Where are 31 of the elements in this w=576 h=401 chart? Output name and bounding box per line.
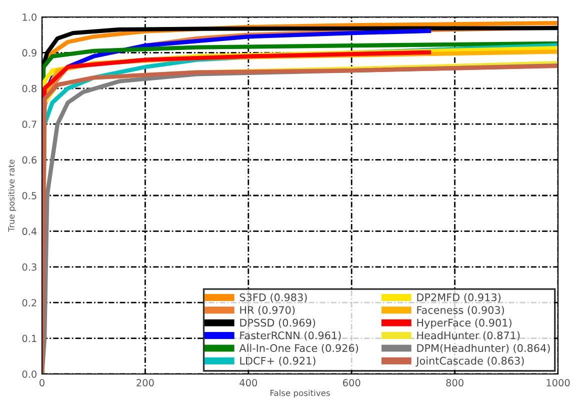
y-tick-label: 0.4 — [22, 228, 37, 236]
y-tick-label: 0.7 — [22, 120, 36, 128]
legend-label: HR (0.970) — [240, 306, 295, 316]
legend-label: FasterRCNN (0.961) — [240, 331, 341, 341]
legend-label: HeadHunter (0.871) — [417, 331, 520, 341]
y-tick-label: 0.0 — [22, 370, 36, 378]
y-tick-label: 0.6 — [22, 156, 37, 164]
x-axis-title: False positives — [270, 390, 330, 398]
y-axis-title: True positive rate — [8, 160, 16, 232]
legend-label: All-In-One Face (0.926) — [239, 344, 358, 354]
y-tick-label: 1.0 — [22, 13, 36, 21]
x-tick-label: 600 — [343, 379, 360, 386]
legend-label: LDCF+ (0.921) — [240, 356, 316, 366]
x-tick-label: 200 — [136, 379, 154, 386]
legend-label: Faceness (0.903) — [417, 306, 504, 316]
y-tick-label: 0.9 — [22, 49, 36, 57]
y-tick-label: 0.2 — [22, 299, 36, 306]
y-tick-label: 0.5 — [22, 192, 36, 200]
x-tick-label: 0 — [40, 379, 44, 386]
y-tick-label: 0.1 — [22, 334, 36, 342]
x-tick-label: 1000 — [546, 379, 570, 386]
legend-label: S3FD (0.983) — [240, 293, 307, 302]
x-tick-label: 800 — [446, 379, 464, 386]
legend-label: JointCascade (0.863) — [416, 356, 524, 367]
x-tick-label: 400 — [240, 379, 258, 386]
legend-label: DPM(Headhunter) (0.864) — [417, 344, 550, 354]
y-tick-label: 0.8 — [22, 84, 36, 92]
legend-label: HyperFace (0.901) — [417, 318, 512, 329]
legend-label: DPSSD (0.969) — [240, 318, 316, 328]
legend-label: DP2MFD (0.913) — [417, 293, 501, 302]
y-tick-label: 0.3 — [22, 263, 36, 271]
